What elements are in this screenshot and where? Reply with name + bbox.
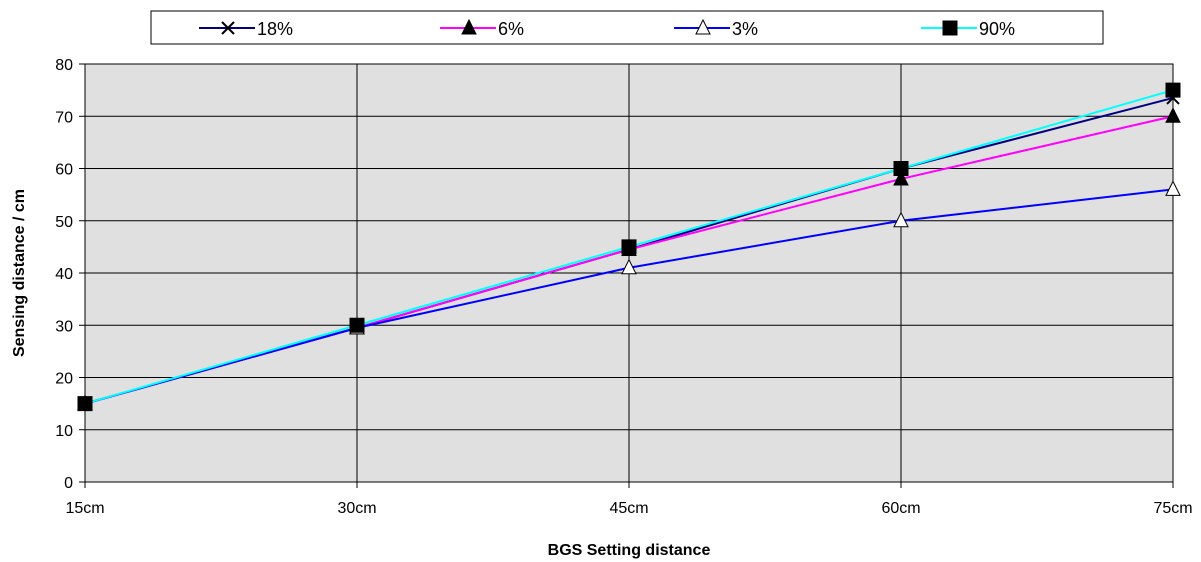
y-tick-label: 70 <box>55 109 73 126</box>
legend-label: 6% <box>498 19 524 39</box>
y-axis-title: Sensing distance / cm <box>11 189 28 357</box>
data-point-90% <box>621 239 637 255</box>
x-tick-label: 30cm <box>337 500 376 517</box>
data-point-90% <box>893 161 909 176</box>
x-tick-label: 15cm <box>65 500 104 517</box>
data-point-90% <box>349 317 365 333</box>
y-tick-label: 0 <box>64 475 73 492</box>
data-point-6% <box>1165 107 1181 123</box>
y-tick-label: 60 <box>55 162 73 179</box>
legend-marker-3% <box>695 18 711 35</box>
legend-marker-90% <box>942 20 958 36</box>
legend-marker-18% <box>221 21 235 35</box>
data-point-90% <box>77 396 93 412</box>
x-tick-label: 60cm <box>881 500 920 517</box>
legend: 18% 6% 3% 90% <box>199 18 1015 39</box>
legend-marker-6% <box>461 18 477 35</box>
y-tick-label: 10 <box>55 423 73 440</box>
y-tick-label: 30 <box>55 318 73 335</box>
y-tick-label: 40 <box>55 266 73 283</box>
x-axis-title: BGS Setting distance <box>548 542 711 559</box>
data-point-90% <box>1165 82 1181 98</box>
legend-label: 90% <box>979 19 1015 39</box>
gridlines <box>85 64 1173 482</box>
y-tick-label: 20 <box>55 371 73 388</box>
axes: 0 10 20 30 40 50 60 70 80 15cm 30cm 45cm 60cm 75cm <box>55 57 1192 517</box>
data-point-3% <box>621 258 637 275</box>
data-point-6% <box>893 169 909 186</box>
y-tick-label: 80 <box>55 57 73 74</box>
data-point-3% <box>893 211 909 228</box>
legend-label: 3% <box>732 19 758 39</box>
series <box>77 82 1181 412</box>
x-tick-label: 45cm <box>609 500 648 517</box>
y-tick-label: 50 <box>55 214 73 231</box>
data-point-3% <box>1165 180 1181 196</box>
x-tick-label: 75cm <box>1153 500 1192 517</box>
legend-label: 18% <box>257 19 293 39</box>
